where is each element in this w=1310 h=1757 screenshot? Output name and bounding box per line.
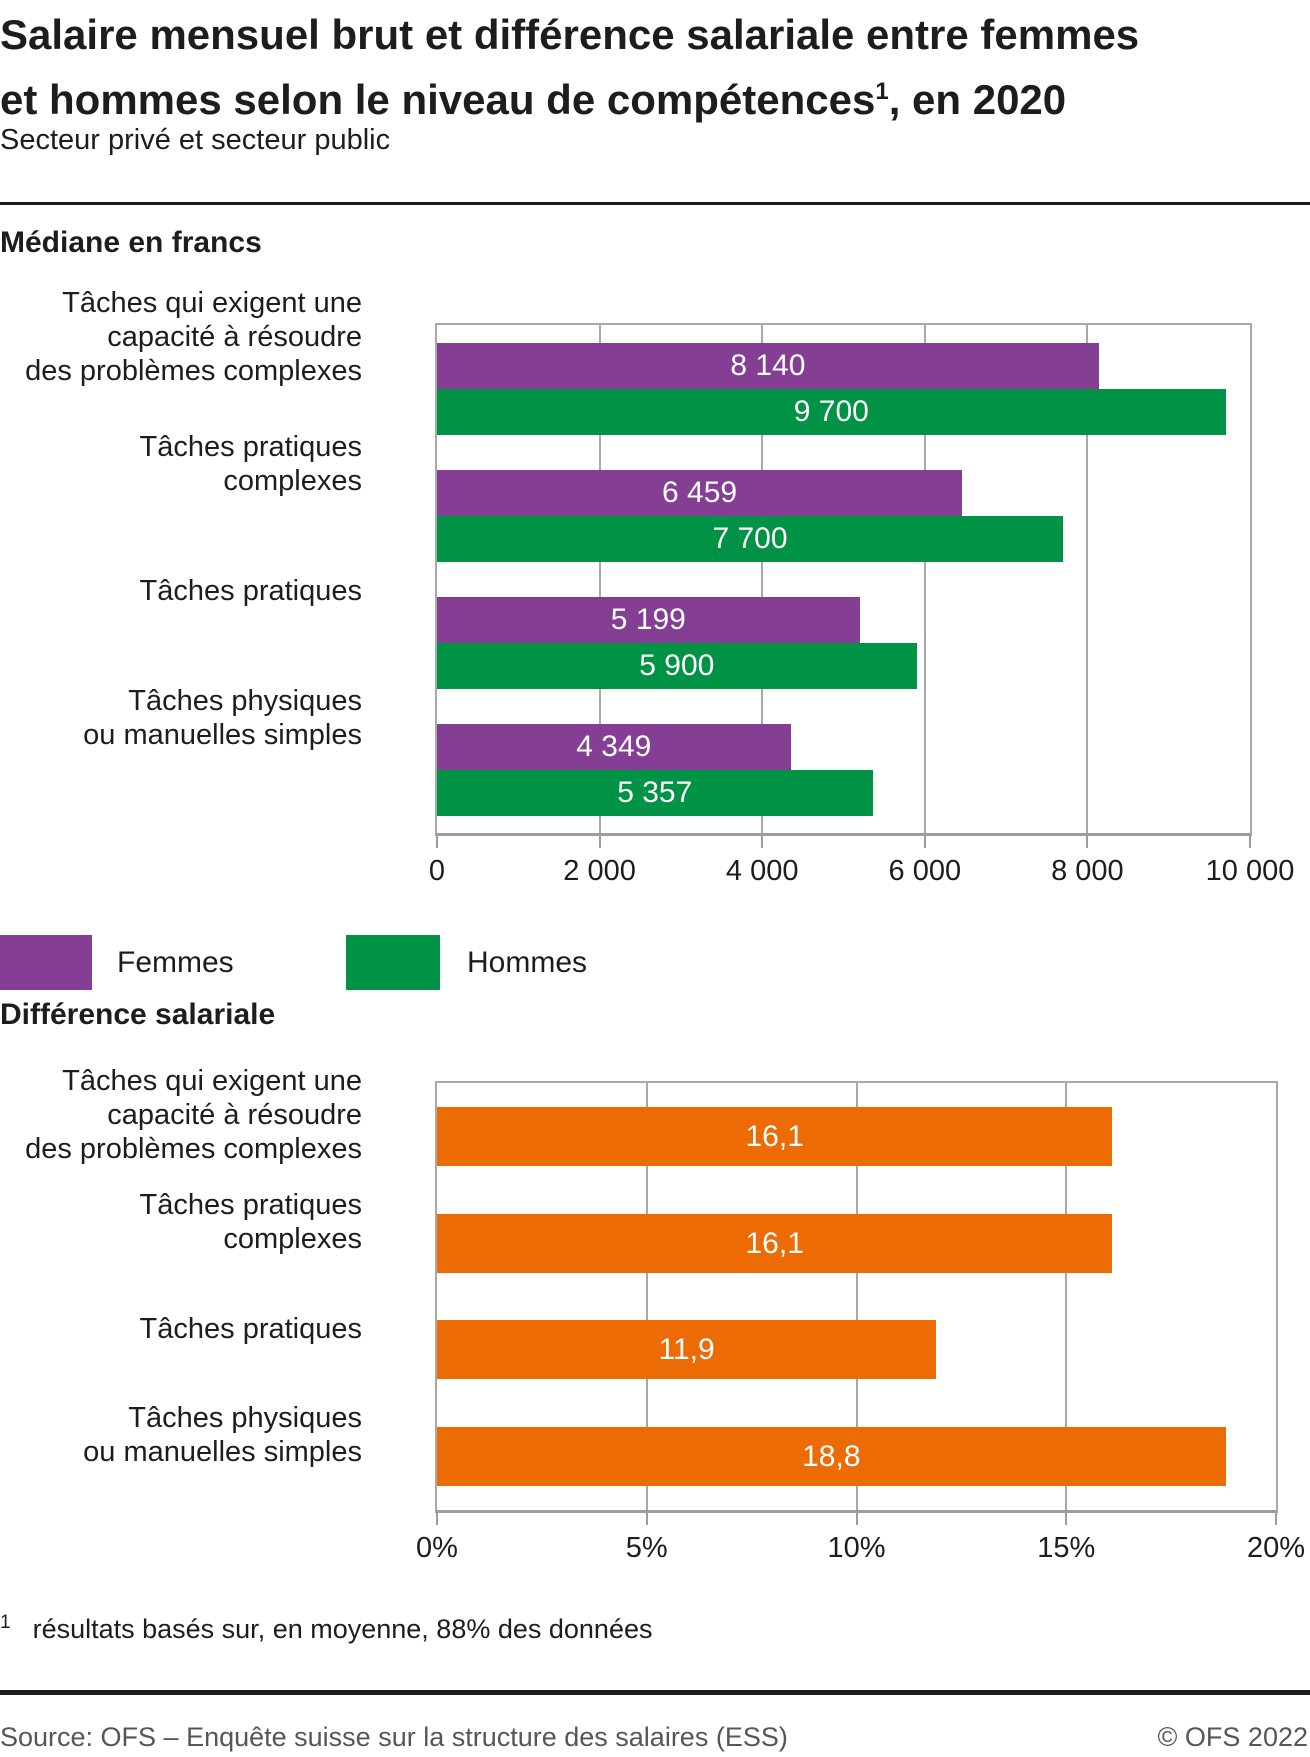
category-label: Tâches qui exigent une capacité à résoudr… (25, 287, 362, 387)
legend-label-hommes: Hommes (467, 946, 588, 979)
gridline (761, 325, 764, 833)
footnote: 1 résultats basés sur, en moyenne, 88% de… (0, 1612, 652, 1645)
x-tick-label: 10% (827, 1532, 886, 1564)
tick-mark (923, 836, 926, 848)
tick-mark (598, 836, 601, 848)
bar-value-label: 5 357 (617, 775, 693, 809)
bar-value-label: 6 459 (662, 475, 738, 509)
x-tick-label: 20% (1246, 1532, 1306, 1564)
gridline (1086, 325, 1089, 833)
x-tick-label: 15% (1037, 1532, 1096, 1564)
footer-source: Source: OFS – Enquête suisse sur la stru… (0, 1722, 788, 1752)
bar-value-label: 5 900 (639, 648, 715, 682)
bar-femmes: 4 349 (437, 723, 791, 770)
category-label: Tâches qui exigent une capacité à résoudr… (25, 1065, 362, 1165)
tick-mark (761, 836, 764, 848)
bar-value-label: 5 199 (610, 602, 686, 636)
x-tick-label: 8 000 (1051, 855, 1124, 887)
category-label: Tâches pratiques complexes (139, 431, 362, 497)
tick-mark (1275, 1513, 1277, 1525)
chart2-section-title: Différence salariale (0, 998, 276, 1031)
bar-femmes: 5 199 (437, 596, 860, 643)
x-tick-label: 10 000 (1205, 855, 1295, 887)
chart1-section-title: Médiane en francs (0, 226, 262, 259)
bar-value-label: 9 700 (793, 394, 869, 428)
chart-mediane-en-francs: 8 140 9 700 6 459 7 700 5 199 5 900 4 349 5 357… (0, 287, 1310, 925)
bar-hommes: 5 900 (437, 642, 917, 689)
gridline (855, 1083, 858, 1510)
category-label: Tâches pratiques complexes (139, 1188, 362, 1255)
tick-mark (855, 1513, 858, 1525)
x-tick-label: 2 000 (563, 855, 636, 887)
bar-difference: 16,1 (437, 1106, 1113, 1166)
category-label: Tâches pratiques (139, 1312, 362, 1345)
bar-value-label: 18,8 (802, 1440, 861, 1474)
header-divider (0, 202, 1310, 205)
bar-femmes: 6 459 (437, 469, 963, 516)
category-label: Tâches pratiques (139, 575, 362, 607)
bar-difference: 18,8 (437, 1427, 1226, 1487)
gridline (598, 325, 601, 833)
tick-mark (1086, 836, 1089, 848)
title-line-1: Salaire mensuel brut et différence salar… (0, 11, 1140, 58)
bar-value-label: 7 700 (712, 521, 788, 555)
footnote-marker: 1 (0, 1612, 11, 1633)
gridline (923, 325, 926, 833)
tick-mark (436, 836, 438, 848)
legend-swatch-femmes (0, 935, 92, 990)
footer-divider (0, 1690, 1310, 1695)
x-tick-label: 6 000 (888, 855, 962, 887)
footer-copyright: © OFS 2022 (1157, 1722, 1308, 1752)
footnote-text: résultats basés sur, en moyenne, 88% des… (32, 1614, 653, 1644)
bar-difference: 16,1 (437, 1213, 1113, 1273)
tick-mark (1065, 1513, 1068, 1525)
x-tick-label: 5% (625, 1532, 668, 1564)
plot-frame: 16,1 16,1 11,9 18,8 (435, 1081, 1278, 1513)
title-footnote-marker: 1 (875, 78, 889, 105)
chart-difference-salariale: 16,1 16,1 11,9 18,8 0% 5% 10% 15% 20% Tâches qui … (0, 1053, 1310, 1583)
x-tick-label: 0% (416, 1532, 458, 1564)
x-tick-label: 0 (428, 855, 446, 887)
bar-value-label: 16,1 (745, 1226, 804, 1260)
bar-hommes: 7 700 (437, 515, 1063, 562)
legend-label-femmes: Femmes (117, 946, 234, 979)
title-line-2: et hommes selon le niveau de compétences… (0, 76, 1067, 123)
category-label: Tâches physiques ou manuelles simples (83, 685, 362, 751)
legend-swatch-hommes (346, 935, 440, 990)
x-tick-label: 4 000 (725, 855, 799, 887)
bar-value-label: 4 349 (576, 729, 652, 763)
bar-femmes: 8 140 (437, 342, 1099, 389)
plot-frame: 8 140 9 700 6 459 7 700 5 199 5 900 4 349 5 357 (435, 323, 1252, 836)
bar-value-label: 16,1 (745, 1119, 804, 1153)
bar-value-label: 8 140 (730, 348, 806, 382)
category-label: Tâches physiques ou manuelles simples (83, 1402, 362, 1469)
bar-difference: 11,9 (437, 1320, 937, 1380)
tick-mark (1249, 836, 1251, 848)
bar-hommes: 5 357 (437, 769, 873, 816)
chart1-legend: Femmes Hommes (0, 935, 760, 990)
tick-mark (436, 1513, 438, 1525)
bar-hommes: 9 700 (437, 388, 1226, 435)
bar-value-label: 11,9 (658, 1333, 715, 1367)
tick-mark (645, 1513, 648, 1525)
page-subtitle: Secteur privé et secteur public (0, 124, 391, 156)
gridline (1065, 1083, 1068, 1510)
gridline (645, 1083, 648, 1510)
page-title: Salaire mensuel brut et différence salar… (0, 6, 1310, 128)
